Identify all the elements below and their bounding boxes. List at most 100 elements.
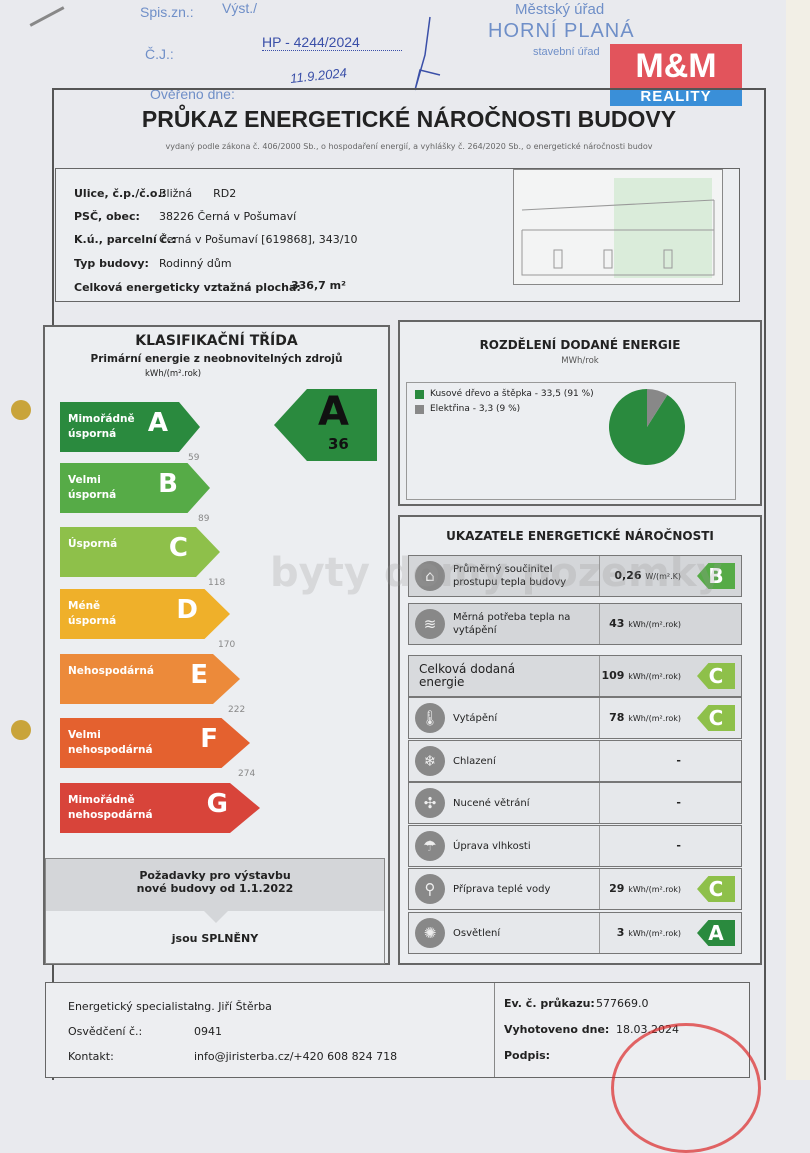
spec-label: Energetický specialista: <box>68 1000 199 1013</box>
classification-unit: kWh/(m².rok) <box>145 369 202 379</box>
staple <box>29 6 65 27</box>
page-edge <box>786 0 810 1080</box>
page-subtitle: vydaný podle zákona č. 406/2000 Sb., o h… <box>165 142 653 151</box>
class-label: Úsporná <box>68 538 118 550</box>
class-label: Mimořádně nehospodárná <box>68 794 153 821</box>
psc-label: PSČ, obec: <box>74 210 140 223</box>
heat-need-icon: ≋ <box>415 609 445 639</box>
classification-title: KLASIFIKAČNÍ TŘÍDA <box>135 333 298 349</box>
class-arrow-f: Velmi nehospodárná F <box>60 718 250 768</box>
class-letter: C <box>168 533 188 563</box>
indicator-label: Celková dodaná energie <box>419 662 516 689</box>
watermark: byty domy pozemky <box>270 550 723 596</box>
indicator-value: 0,26 W/(m².K) <box>614 569 681 582</box>
indicator-value: 109 kWh/(m².rok) <box>601 669 681 682</box>
class-arrow-c: Úsporná C <box>60 527 220 577</box>
mm-reality-logo: M&M REALITY <box>610 44 742 106</box>
vyst-label: Výst./ <box>222 0 258 16</box>
indicator-row: ≋ Měrná potřeba tepla na vytápění 43 kWh/(… <box>408 603 742 645</box>
ev-label: Ev. č. průkazu: <box>504 997 595 1010</box>
cj-label: Č.J.: <box>145 46 174 62</box>
class-badge: C <box>697 705 735 731</box>
class-threshold: 222 <box>228 705 246 715</box>
indicator-label: Úprava vlhkosti <box>453 840 531 852</box>
class-label: Velmi úsporná <box>68 474 117 501</box>
distribution-chart: Kusové dřevo a štěpka - 33,5 (91 %) Elekt… <box>406 382 736 500</box>
indicator-row: ✣ Nucené větrání - <box>408 782 742 824</box>
class-arrow-d: Méně úsporná D <box>60 589 230 639</box>
class-arrow-b: Velmi úsporná B <box>60 463 210 513</box>
psc-value: 38226 Černá v Pošumaví <box>159 210 297 223</box>
class-letter: F <box>200 724 218 754</box>
indicator-row: ⚲ Příprava teplé vody 29 kWh/(m².rok) C <box>408 868 742 910</box>
class-threshold: 118 <box>208 578 226 588</box>
punch-hole <box>11 720 31 740</box>
cert-value: 0941 <box>194 1025 222 1038</box>
requirements-result: jsou SPLNĚNY <box>171 932 259 945</box>
stamp-line1: Městský úřad <box>515 1 605 18</box>
class-label: Mimořádně úsporná <box>68 413 135 440</box>
date-label: Vyhotoveno dne: <box>504 1023 610 1036</box>
thermometer-icon: 🌡 <box>415 703 445 733</box>
overeno-value: 11.9.2024 <box>289 65 348 86</box>
class-threshold: 274 <box>238 769 256 779</box>
bulb-icon: ✺ <box>415 918 445 948</box>
spec-value: Ing. Jiří Štěrba <box>194 1000 272 1013</box>
specialist-stamp <box>611 1023 761 1153</box>
class-letter: D <box>176 595 198 625</box>
class-threshold: 89 <box>198 514 210 524</box>
class-arrow-e: Nehospodárná E <box>60 654 240 704</box>
classification-subtitle: Primární energie z neobnovitelných zdroj… <box>90 353 343 365</box>
indicator-label: Příprava teplé vody <box>453 883 551 895</box>
class-label: Méně úsporná <box>68 600 117 627</box>
legend-item: Elektřina - 3,3 (9 %) <box>415 404 594 414</box>
cj-value: HP - 4244/2024 <box>262 34 402 51</box>
class-arrow-g: Mimořádně nehospodárná G <box>60 783 260 833</box>
stamp-line2: HORNÍ PLANÁ <box>488 20 635 42</box>
ku-label: K.ú., parcelní č.: <box>74 233 176 246</box>
sign-label: Podpis: <box>504 1049 551 1062</box>
legend-swatch <box>415 389 424 399</box>
indicator-row: Celková dodaná energie 109 kWh/(m².rok) C <box>408 655 742 697</box>
type-value: Rodinný dům <box>159 257 232 270</box>
legend-swatch <box>415 404 424 414</box>
indicator-label: Chlazení <box>453 755 496 767</box>
cert-label: Osvědčení č.: <box>68 1025 143 1038</box>
class-letter: A <box>147 408 168 438</box>
punch-hole <box>11 400 31 420</box>
area-label: Celková energeticky vztažná plocha: <box>74 281 301 294</box>
house-icon: ⌂ <box>415 561 445 591</box>
indicator-value: - <box>676 796 681 809</box>
indicator-value: - <box>676 754 681 767</box>
distribution-title: ROZDĚLENÍ DODANÉ ENERGIE <box>479 338 681 352</box>
ev-value: 577669.0 <box>596 997 649 1010</box>
class-badge: A <box>697 920 735 946</box>
class-letter: E <box>190 660 208 690</box>
overeno-label: Ověřeno dne: <box>150 86 235 102</box>
contact-label: Kontakt: <box>68 1050 114 1063</box>
class-badge: C <box>697 876 735 902</box>
indicator-row: ✺ Osvětlení 3 kWh/(m².rok) A <box>408 912 742 954</box>
indicator-row: ❄ Chlazení - <box>408 740 742 782</box>
area-value: 336,7 m² <box>291 279 346 292</box>
humidity-icon: ☂ <box>415 831 445 861</box>
pie-chart <box>609 389 685 465</box>
class-label: Nehospodárná <box>68 665 154 677</box>
specialist-footer: Energetický specialista: Ing. Jiří Štěrb… <box>45 982 761 1153</box>
indicator-label: Nucené větrání <box>453 797 530 809</box>
requirements-box: Požadavky pro výstavbu nové budovy od 1.… <box>45 858 385 964</box>
arrow-down-icon <box>204 911 228 923</box>
indicator-label: Osvětlení <box>453 927 501 939</box>
class-letter: G <box>206 789 228 819</box>
fan-icon: ✣ <box>415 788 445 818</box>
building-drawing <box>513 169 723 285</box>
contact-value: info@jiristerba.cz/+420 608 824 718 <box>194 1050 398 1063</box>
indicator-label: Vytápění <box>453 712 498 724</box>
class-threshold: 59 <box>188 453 200 463</box>
indicator-value: 43 kWh/(m².rok) <box>609 617 681 630</box>
class-label: Velmi nehospodárná <box>68 729 153 756</box>
street-value: Bližná RD2 <box>159 187 237 200</box>
distribution-panel: ROZDĚLENÍ DODANÉ ENERGIE MWh/rok Kusové … <box>398 320 762 506</box>
indicators-title: UKAZATELE ENERGETICKÉ NÁROČNOSTI <box>446 529 714 543</box>
indicator-value: 3 kWh/(m².rok) <box>616 926 681 939</box>
